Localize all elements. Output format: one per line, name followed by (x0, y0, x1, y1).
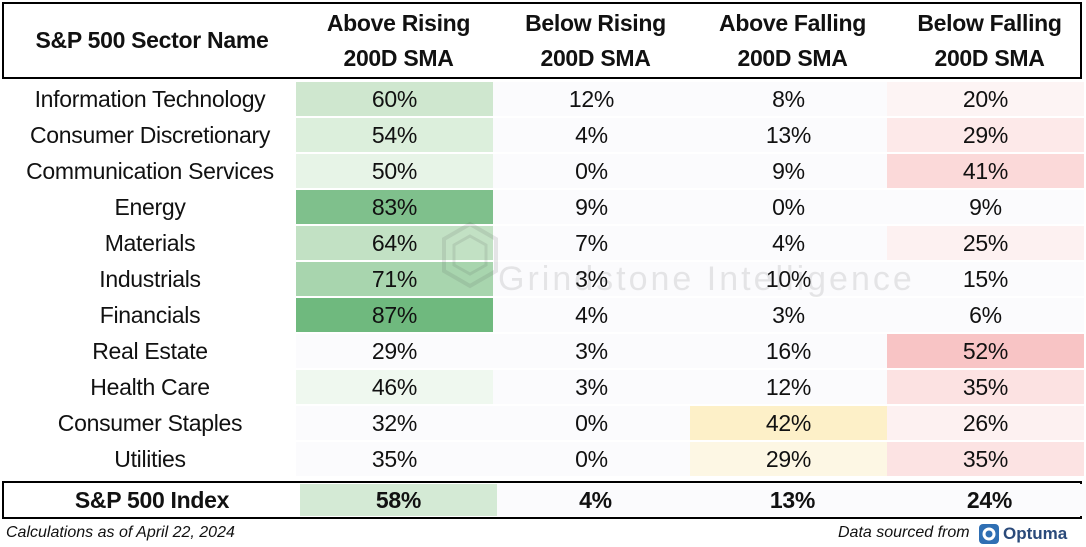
cell-above-rising: 50% (296, 154, 493, 188)
footer-date-note: Calculations as of April 22, 2024 (6, 524, 235, 541)
cell-below-rising: 4% (493, 118, 690, 152)
table-row: Industrials 71% 3% 10% 15% (0, 262, 1086, 296)
sector-name: Financials (99, 301, 201, 328)
cell-below-falling: 26% (887, 406, 1084, 440)
cell-above-falling: 29% (690, 442, 887, 476)
table-row: Consumer Staples 32% 0% 42% 26% (0, 406, 1086, 440)
total-below-falling: 24% (891, 484, 1086, 516)
sector-name: Communication Services (26, 157, 274, 184)
cell-below-rising: 3% (493, 334, 690, 368)
optuma-logo: Optuma (978, 523, 1067, 545)
sector-name: Industrials (99, 265, 201, 292)
table-row: Financials 87% 4% 3% 6% (0, 298, 1086, 332)
cell-above-falling: 13% (690, 118, 887, 152)
cell-above-falling: 12% (690, 370, 887, 404)
cell-above-rising: 35% (296, 442, 493, 476)
cell-below-falling: 6% (887, 298, 1084, 332)
cell-above-rising: 54% (296, 118, 493, 152)
total-below-rising: 4% (497, 484, 694, 516)
cell-below-rising: 9% (493, 190, 690, 224)
cell-below-rising: 4% (493, 298, 690, 332)
optuma-brand: Optuma (1003, 524, 1068, 543)
cell-below-rising: 0% (493, 406, 690, 440)
cell-above-falling: 42% (690, 406, 887, 440)
sector-name: Utilities (114, 445, 186, 472)
cell-below-rising: 12% (493, 82, 690, 116)
cell-below-falling: 15% (887, 262, 1084, 296)
cell-above-rising: 32% (296, 406, 493, 440)
cell-below-rising: 7% (493, 226, 690, 260)
header-sector-name: S&P 500 Sector Name (35, 27, 269, 53)
table-header: S&P 500 Sector Name Above Rising 200D SMA… (2, 2, 1082, 79)
table-row: Energy 83% 9% 0% 9% (0, 190, 1086, 224)
header-below-falling: Below Falling 200D SMA (917, 9, 1062, 71)
sector-name: Energy (114, 193, 186, 220)
total-name: S&P 500 Index (74, 486, 230, 513)
cell-below-falling: 35% (887, 370, 1084, 404)
total-above-falling: 13% (694, 484, 891, 516)
cell-above-rising: 60% (296, 82, 493, 116)
total-above-rising: 58% (300, 484, 497, 516)
cell-above-rising: 87% (296, 298, 493, 332)
cell-below-falling: 29% (887, 118, 1084, 152)
cell-above-rising: 29% (296, 334, 493, 368)
table-row: Health Care 46% 3% 12% 35% (0, 370, 1086, 404)
sector-name: Information Technology (34, 85, 266, 112)
cell-above-rising: 46% (296, 370, 493, 404)
table-row: Utilities 35% 0% 29% 35% (0, 442, 1086, 476)
table-row: Consumer Discretionary 54% 4% 13% 29% (0, 118, 1086, 152)
cell-above-falling: 9% (690, 154, 887, 188)
cell-below-falling: 25% (887, 226, 1084, 260)
cell-above-rising: 64% (296, 226, 493, 260)
cell-above-rising: 71% (296, 262, 493, 296)
table-row: Information Technology 60% 12% 8% 20% (0, 82, 1086, 116)
cell-above-falling: 10% (690, 262, 887, 296)
header-above-rising: Above Rising 200D SMA (326, 9, 471, 71)
sector-name: Consumer Staples (57, 409, 243, 436)
cell-below-falling: 9% (887, 190, 1084, 224)
footer-source-label: Data sourced from (838, 524, 970, 541)
cell-below-falling: 52% (887, 334, 1084, 368)
cell-below-rising: 3% (493, 262, 690, 296)
cell-below-rising: 0% (493, 442, 690, 476)
cell-above-falling: 3% (690, 298, 887, 332)
table-row: Materials 64% 7% 4% 25% (0, 226, 1086, 260)
cell-above-rising: 83% (296, 190, 493, 224)
table-row: Real Estate 29% 3% 16% 52% (0, 334, 1086, 368)
cell-below-falling: 20% (887, 82, 1084, 116)
sector-name: Materials (104, 229, 196, 256)
cell-below-falling: 35% (887, 442, 1084, 476)
cell-below-rising: 3% (493, 370, 690, 404)
cell-above-falling: 16% (690, 334, 887, 368)
sector-name: Health Care (90, 373, 210, 400)
cell-above-falling: 4% (690, 226, 887, 260)
table-row: Communication Services 50% 0% 9% 41% (0, 154, 1086, 188)
cell-below-rising: 0% (493, 154, 690, 188)
cell-below-falling: 41% (887, 154, 1084, 188)
sector-name: Real Estate (92, 337, 208, 364)
total-row: S&P 500 Index 58% 4% 13% 24% (2, 481, 1086, 519)
header-below-rising: Below Rising 200D SMA (525, 9, 666, 71)
optuma-icon (979, 524, 999, 544)
header-above-falling: Above Falling 200D SMA (719, 9, 866, 71)
cell-above-falling: 8% (690, 82, 887, 116)
sector-name: Consumer Discretionary (29, 121, 271, 148)
cell-above-falling: 0% (690, 190, 887, 224)
